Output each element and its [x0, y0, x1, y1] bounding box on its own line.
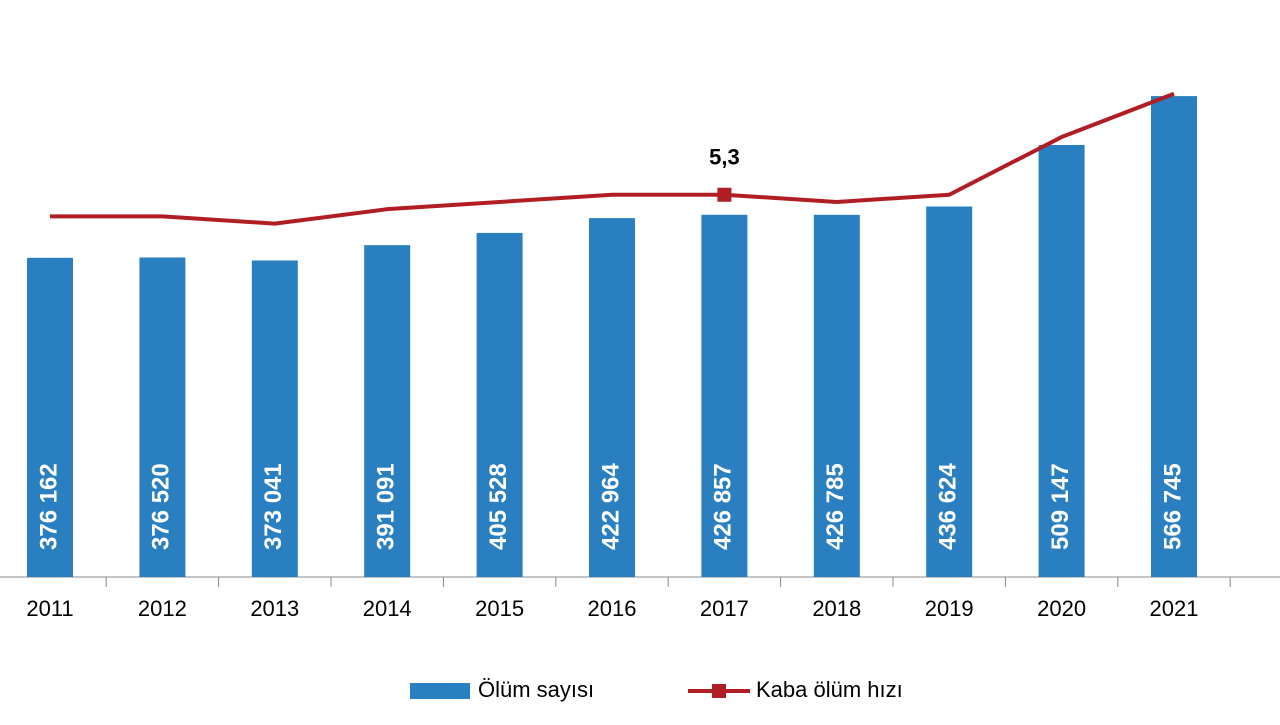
x-tick-label: 2011	[26, 596, 73, 621]
bar	[27, 257, 73, 577]
bar	[1038, 144, 1085, 577]
x-tick-label: 2020	[1037, 596, 1086, 621]
bar	[476, 232, 523, 577]
bar-value-label: 422 964	[597, 463, 624, 550]
legend-label: Kaba ölüm hızı	[756, 677, 903, 702]
legend-label: Ölüm sayısı	[478, 677, 594, 702]
bar	[139, 257, 186, 577]
bar	[251, 260, 298, 577]
line-value-label: 5,3	[709, 145, 740, 170]
bar-value-label: 391 091	[373, 463, 400, 550]
bar	[701, 214, 748, 577]
x-tick-label: 2021	[1150, 596, 1199, 621]
x-tick-label: 2012	[138, 596, 187, 621]
x-tick-label: 2018	[812, 596, 861, 621]
bar-value-label: 436 624	[935, 463, 962, 550]
bar-value-label: 426 857	[710, 463, 737, 550]
bar	[1151, 96, 1197, 578]
bar	[813, 214, 860, 577]
line	[50, 91, 1175, 226]
bar-value-label: 376 520	[148, 463, 175, 550]
bar	[364, 245, 411, 578]
bar-value-label: 376 162	[35, 463, 62, 550]
bar-value-label: 373 041	[260, 463, 287, 550]
bar-value-label: 426 785	[822, 463, 849, 550]
legend-swatch	[410, 683, 470, 699]
x-tick-label: 2016	[588, 596, 637, 621]
bar-value-label: 405 528	[485, 463, 512, 550]
bar-value-label: 566 745	[1159, 463, 1186, 550]
x-tick-label: 2015	[475, 596, 524, 621]
legend-marker	[712, 684, 726, 698]
x-tick-label: 2014	[363, 596, 412, 621]
x-tick-label: 2017	[700, 596, 749, 621]
bar	[589, 218, 635, 577]
x-tick-label: 2013	[250, 596, 299, 621]
bar-value-label: 509 147	[1047, 463, 1074, 550]
x-tick-label: 2019	[925, 596, 974, 621]
line-marker	[717, 187, 732, 202]
bar	[926, 206, 973, 577]
